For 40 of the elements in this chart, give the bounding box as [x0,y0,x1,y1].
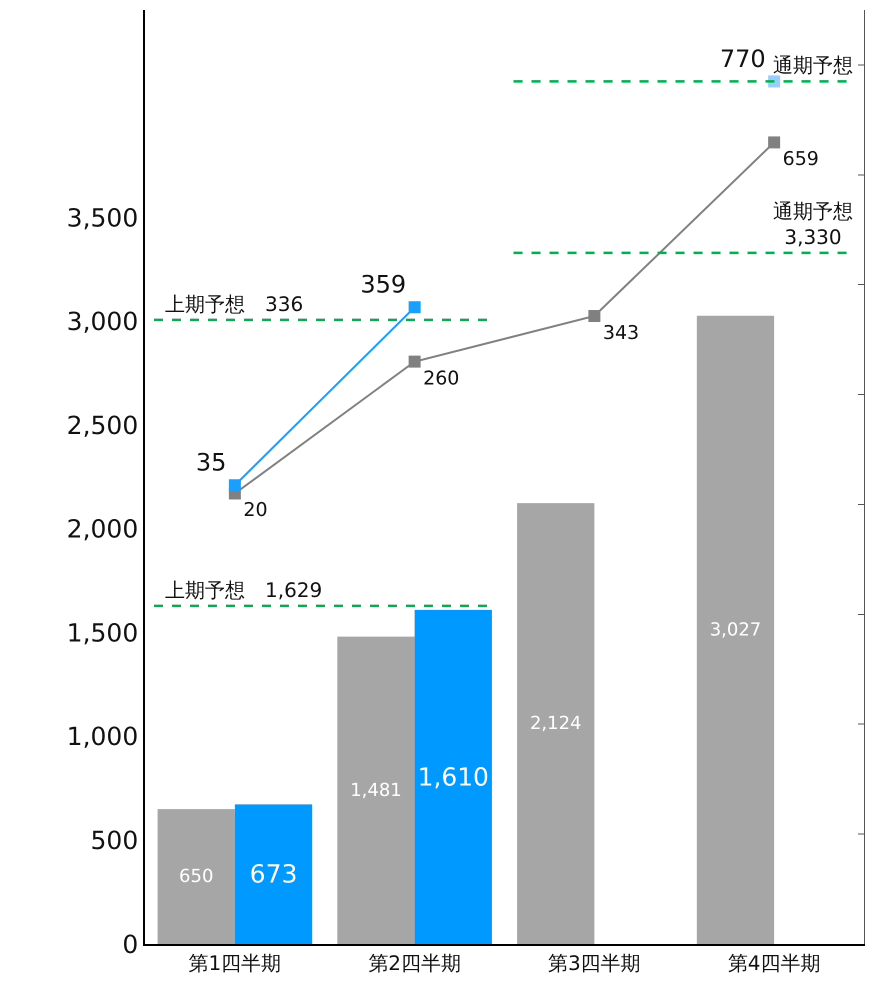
point [228,479,241,492]
ref-line-label: 通期予想 [773,53,853,77]
y-tick-label: 1,000 [66,722,138,752]
y-tick-label: 1,500 [66,618,138,648]
y-tick-label: 2,000 [66,514,138,544]
x-tick-label: 第1四半期 [188,950,282,975]
data-label: 659 [782,148,819,170]
data-label: 20 [243,499,268,522]
y-tick-label: 2,500 [66,410,138,440]
bar [696,316,774,944]
ref-line-label: 上期予想 1,629 [165,578,322,602]
data-label: 260 [423,367,460,390]
x-tick-label: 第4四半期 [728,950,820,975]
ref-line-label: 上期予想 336 [165,292,304,316]
bar [414,610,492,944]
bar [337,636,415,944]
data-label: 1,481 [350,780,402,801]
data-label: 359 [360,270,406,299]
bar [234,804,312,944]
point [408,356,421,368]
data-label: 770 [720,44,766,73]
data-label: 673 [250,860,298,889]
bar [517,503,594,944]
y-tick-label: 0 [122,930,138,959]
x-tick-label: 第3四半期 [548,950,641,975]
point [588,310,600,322]
data-label: 650 [179,866,214,888]
x-tick-label: 第2四半期 [368,950,461,975]
y-tick-label: 3,000 [66,307,138,336]
data-label: 343 [602,322,640,344]
point [768,136,780,148]
y-tick-label: 500 [90,826,138,855]
data-label: 3,027 [710,619,762,640]
data-label: 1,610 [418,762,489,792]
point [408,301,421,314]
ref-line-label: 通期予想 3,330 [773,199,853,249]
y-tick-label: 3,500 [66,203,138,232]
bar [158,809,235,944]
data-label: 35 [196,448,226,477]
data-label: 2,124 [530,713,582,734]
